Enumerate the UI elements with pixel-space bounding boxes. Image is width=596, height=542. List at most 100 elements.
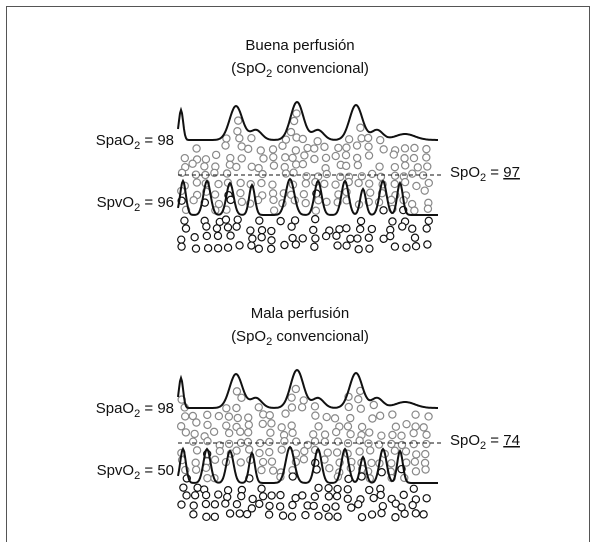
venous-wave xyxy=(177,177,438,216)
arterial-cell xyxy=(298,159,308,169)
arterial-cell xyxy=(364,142,373,151)
arterial-cell xyxy=(300,446,309,456)
venous-cell xyxy=(223,223,233,232)
arterial-cell xyxy=(287,393,296,402)
arterial-cell xyxy=(191,458,200,467)
arterial-cell xyxy=(310,144,319,153)
venous-cell xyxy=(377,508,386,518)
arterial-cell xyxy=(281,135,291,144)
arterial-cell xyxy=(365,428,374,437)
arterial-cell xyxy=(310,154,319,164)
arterial-cell xyxy=(422,439,431,449)
venous-cell xyxy=(365,485,374,495)
arterial-cell xyxy=(314,196,323,205)
arterial-cell xyxy=(300,151,309,160)
arterial-cell xyxy=(311,206,321,215)
venous-cell xyxy=(254,244,264,253)
arterial-cell xyxy=(265,447,274,457)
venous-cell xyxy=(287,512,297,521)
arterial-cell xyxy=(236,458,245,467)
arterial-cell xyxy=(288,153,297,163)
arterial-cell xyxy=(224,439,234,449)
venous-cell xyxy=(419,510,428,519)
reading-label: SpO2 = 74 xyxy=(450,432,520,452)
arterial-cell xyxy=(331,151,340,161)
arterial-cell xyxy=(363,133,373,143)
arterial-cell xyxy=(211,150,221,160)
arterial-cell xyxy=(281,153,290,162)
venous-cell xyxy=(367,510,377,519)
venous-cell xyxy=(353,234,362,243)
frame xyxy=(6,6,590,542)
arterial-cell xyxy=(291,146,301,155)
arterial-cell xyxy=(188,159,197,168)
arterial-cell xyxy=(236,178,245,188)
arterial-cell xyxy=(257,178,266,188)
venous-cell xyxy=(214,490,223,499)
venous-cell xyxy=(424,216,433,226)
venous-cell xyxy=(324,512,333,521)
arterial-cell xyxy=(301,179,311,188)
arterial-cell xyxy=(257,465,266,475)
venous-cell xyxy=(347,503,356,512)
arterial-cell xyxy=(365,446,375,455)
venous-cell xyxy=(324,492,334,501)
arterial-cell xyxy=(188,437,198,446)
arterial-cell xyxy=(409,439,418,449)
subtitle-sub: 2 xyxy=(266,68,272,80)
arterial-cell xyxy=(401,161,410,170)
venous-cell xyxy=(201,490,211,500)
arterial-cell xyxy=(400,144,410,153)
arterial-cell xyxy=(331,427,341,437)
venous-cell xyxy=(331,502,340,511)
venous-cell xyxy=(400,509,409,518)
venous-cell xyxy=(408,500,417,510)
arterial-cell xyxy=(357,172,367,181)
arterial-cell xyxy=(333,437,343,446)
arterial-cell xyxy=(222,169,232,178)
arterial-cell xyxy=(192,144,201,153)
venous-cell xyxy=(310,492,320,501)
venous-cell xyxy=(278,511,288,520)
arterial-cell xyxy=(411,467,421,476)
venous-cell xyxy=(332,491,342,501)
arterial-cell xyxy=(355,436,364,445)
arterial-cell xyxy=(192,446,202,455)
arterial-cell xyxy=(247,133,256,143)
venous-label-prefix: SpvO xyxy=(97,462,135,479)
venous-cell xyxy=(180,216,189,225)
venous-cell xyxy=(210,512,220,521)
arterial-cell xyxy=(321,153,331,163)
venous-cell xyxy=(210,500,220,509)
venous-label-eq: = xyxy=(140,194,157,211)
venous-label-value: 96 xyxy=(157,194,174,211)
arterial-cell xyxy=(410,206,419,215)
venous-cell xyxy=(226,231,235,240)
venous-cell xyxy=(267,491,276,500)
arterial-cell xyxy=(341,161,351,171)
venous-cell xyxy=(399,490,408,500)
arterial-cell xyxy=(344,135,354,144)
venous-cell xyxy=(257,484,266,493)
arterial-cell xyxy=(243,437,253,447)
arterial-label-prefix: SpaO xyxy=(96,132,134,149)
arterial-cell xyxy=(367,169,377,179)
arterial-cell xyxy=(391,422,401,431)
venous-cell xyxy=(233,215,242,224)
arterial-cell xyxy=(254,163,263,173)
arterial-cell xyxy=(421,465,430,474)
arterial-cell xyxy=(412,181,421,191)
venous-cell xyxy=(309,501,318,511)
venous-wave xyxy=(177,445,438,484)
reading-label-prefix: SpO xyxy=(450,164,480,181)
venous-cell xyxy=(290,216,300,225)
venous-cell xyxy=(391,499,401,508)
venous-cell xyxy=(189,510,198,519)
arterial-cell xyxy=(332,448,342,457)
venous-cell xyxy=(242,509,252,519)
arterial-cell xyxy=(268,180,277,189)
arterial-cell xyxy=(342,143,351,152)
venous-cell xyxy=(201,499,211,509)
venous-cell xyxy=(411,509,421,518)
venous-cell xyxy=(190,491,200,500)
